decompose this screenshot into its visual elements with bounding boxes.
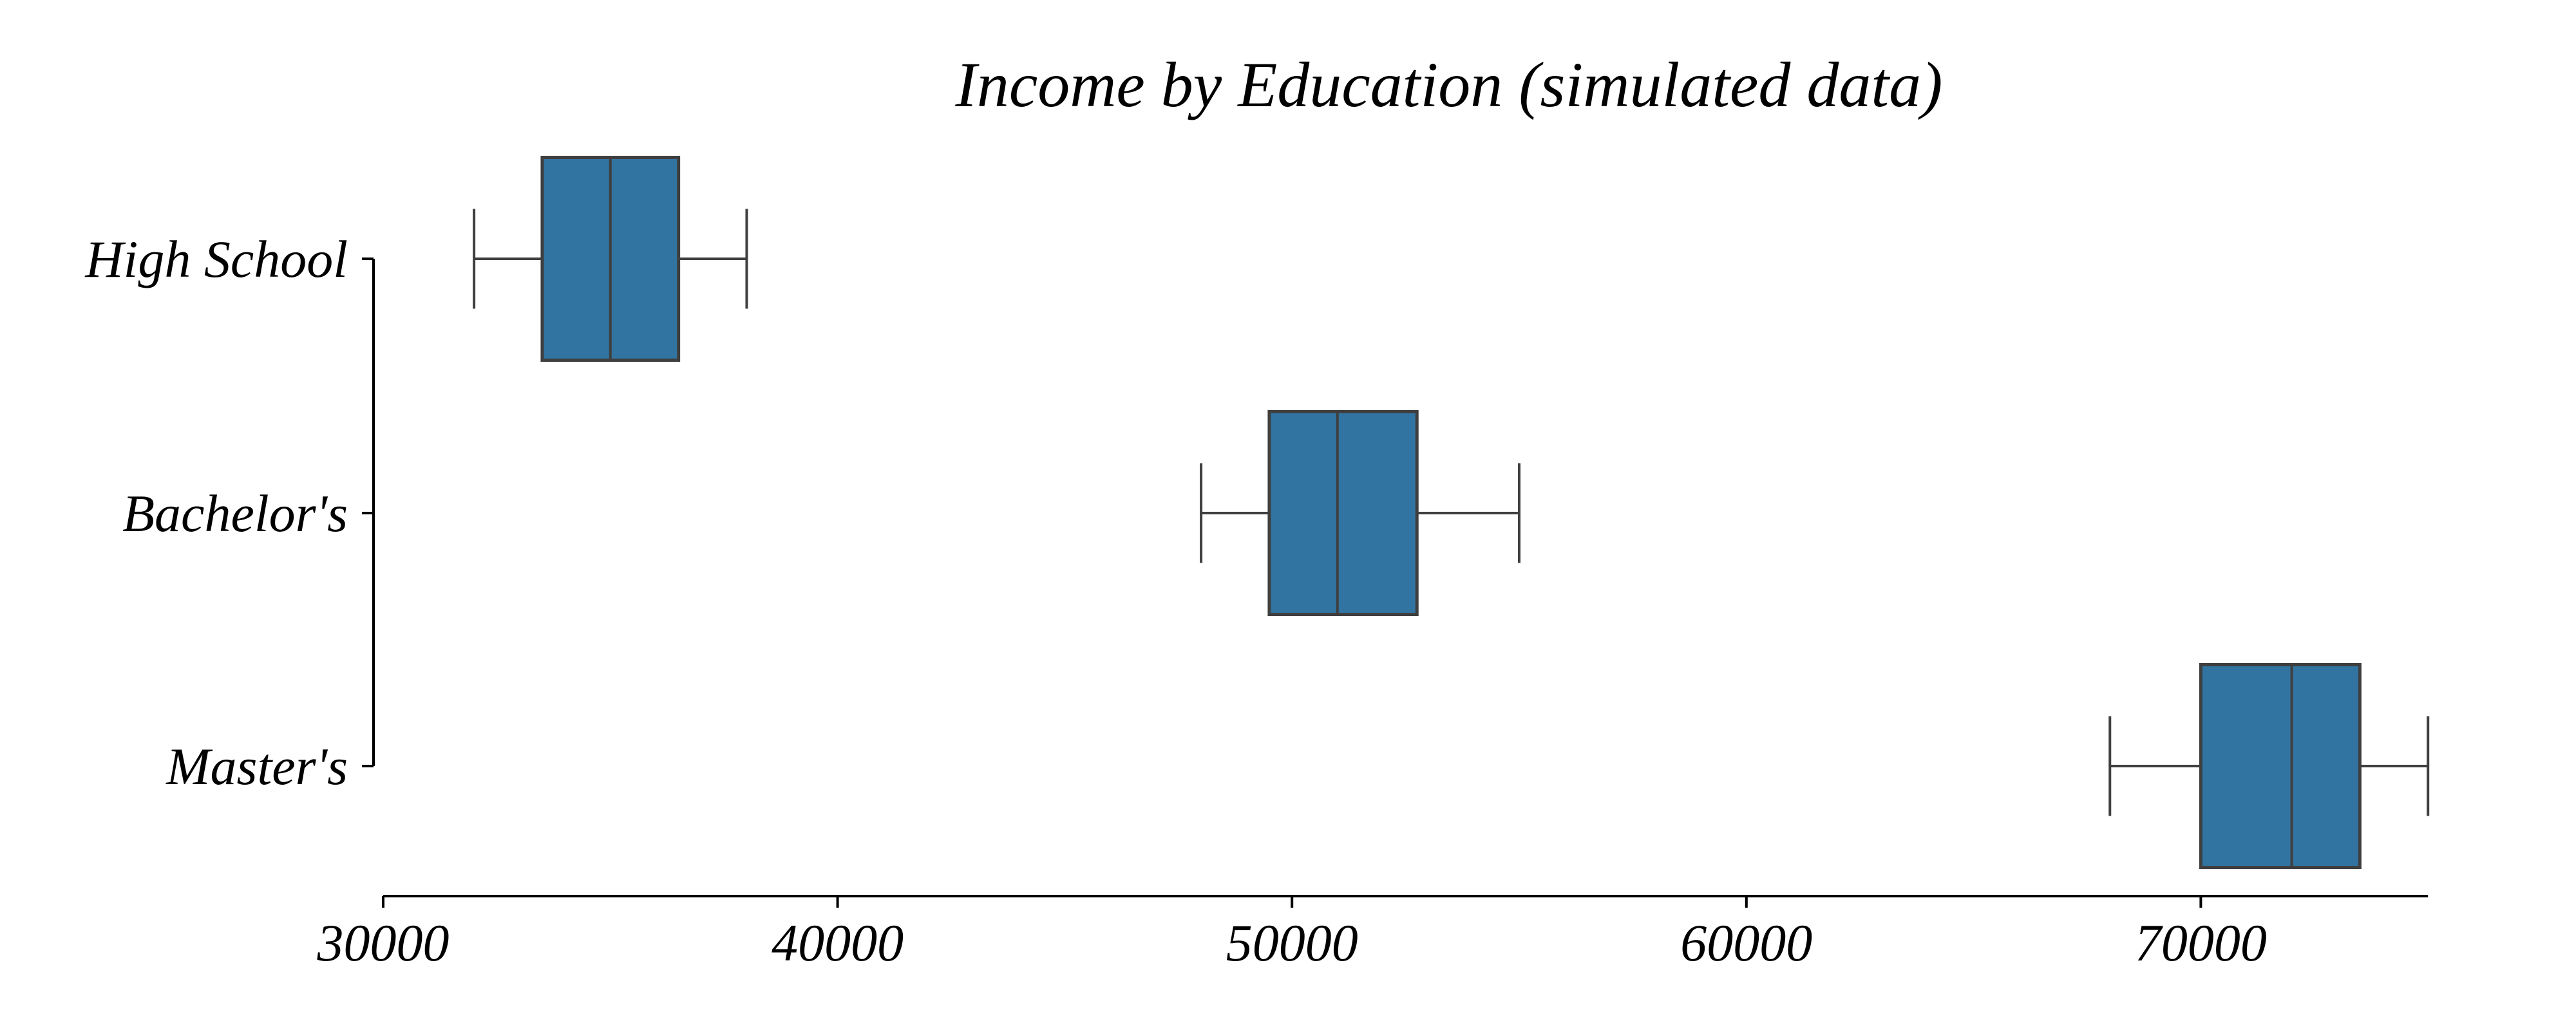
y-tick-label: High School xyxy=(84,230,348,288)
iqr-box xyxy=(1267,410,1419,616)
x-tick-label: 30000 xyxy=(317,913,450,972)
x-tick-label: 50000 xyxy=(1226,913,1358,972)
box-high-school xyxy=(473,156,748,362)
box-master-s xyxy=(2108,663,2430,869)
x-tick-label: 60000 xyxy=(1680,913,1812,972)
x-tick-label: 40000 xyxy=(772,913,904,972)
chart-title: Income by Education (simulated data) xyxy=(955,49,1943,120)
y-tick-label: Master's xyxy=(166,737,348,796)
y-tick-label: Bachelor's xyxy=(122,484,348,543)
box-bachelor-s xyxy=(1200,410,1520,616)
x-tick-label: 70000 xyxy=(2135,913,2267,972)
iqr-box xyxy=(2199,663,2362,869)
axes: 30000 40000 50000 60000 70000 High School Bach… xyxy=(84,230,2429,972)
boxes xyxy=(473,156,2430,869)
